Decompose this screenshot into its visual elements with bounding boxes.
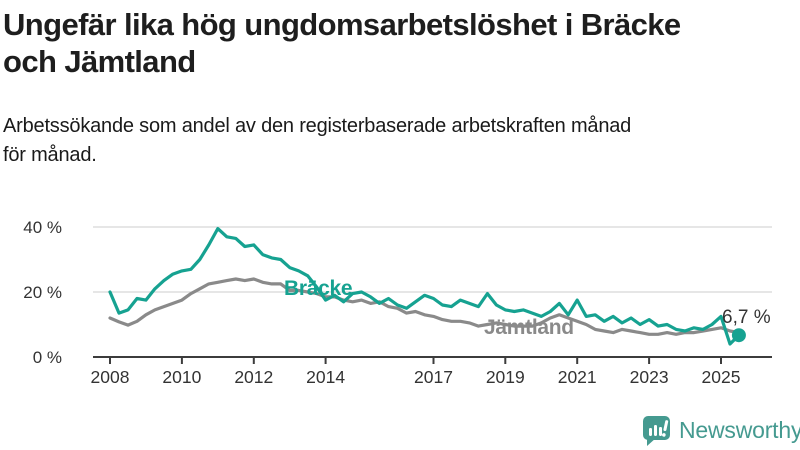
x-tick-label: 2014 [306, 367, 345, 387]
chart-subtitle: Arbetssökande som andel av den registerb… [3, 115, 632, 166]
x-tick-label: 2010 [162, 367, 201, 387]
x-tick-label: 2021 [558, 367, 597, 387]
newsworthy-logo-icon [643, 415, 670, 446]
y-tick-label: 20 % [23, 283, 62, 302]
x-tick-label: 2023 [630, 367, 669, 387]
jmtland-line [108, 277, 741, 336]
x-tick-label: 2012 [234, 367, 273, 387]
newsworthy-logo[interactable]: Newsworthy [641, 413, 800, 447]
x-tick-label: 2008 [91, 367, 130, 387]
x-tick-label: 2017 [414, 367, 453, 387]
series-label-brcke: Bräcke [284, 277, 352, 300]
newsworthy-logo-text: Newsworthy [679, 416, 800, 443]
end-dot [731, 328, 746, 343]
y-tick-label: 0 % [33, 348, 62, 367]
y-tick-label: 40 % [23, 218, 62, 237]
x-tick-label: 2025 [702, 367, 741, 387]
end-value-label: 6,7 % [722, 307, 771, 328]
brcke-line [108, 227, 741, 346]
chart-title: Ungefär lika hög ungdomsarbetslöshet i B… [3, 7, 681, 80]
x-tick-label: 2019 [486, 367, 525, 387]
series-label-jmtland: Jämtland [484, 316, 574, 339]
